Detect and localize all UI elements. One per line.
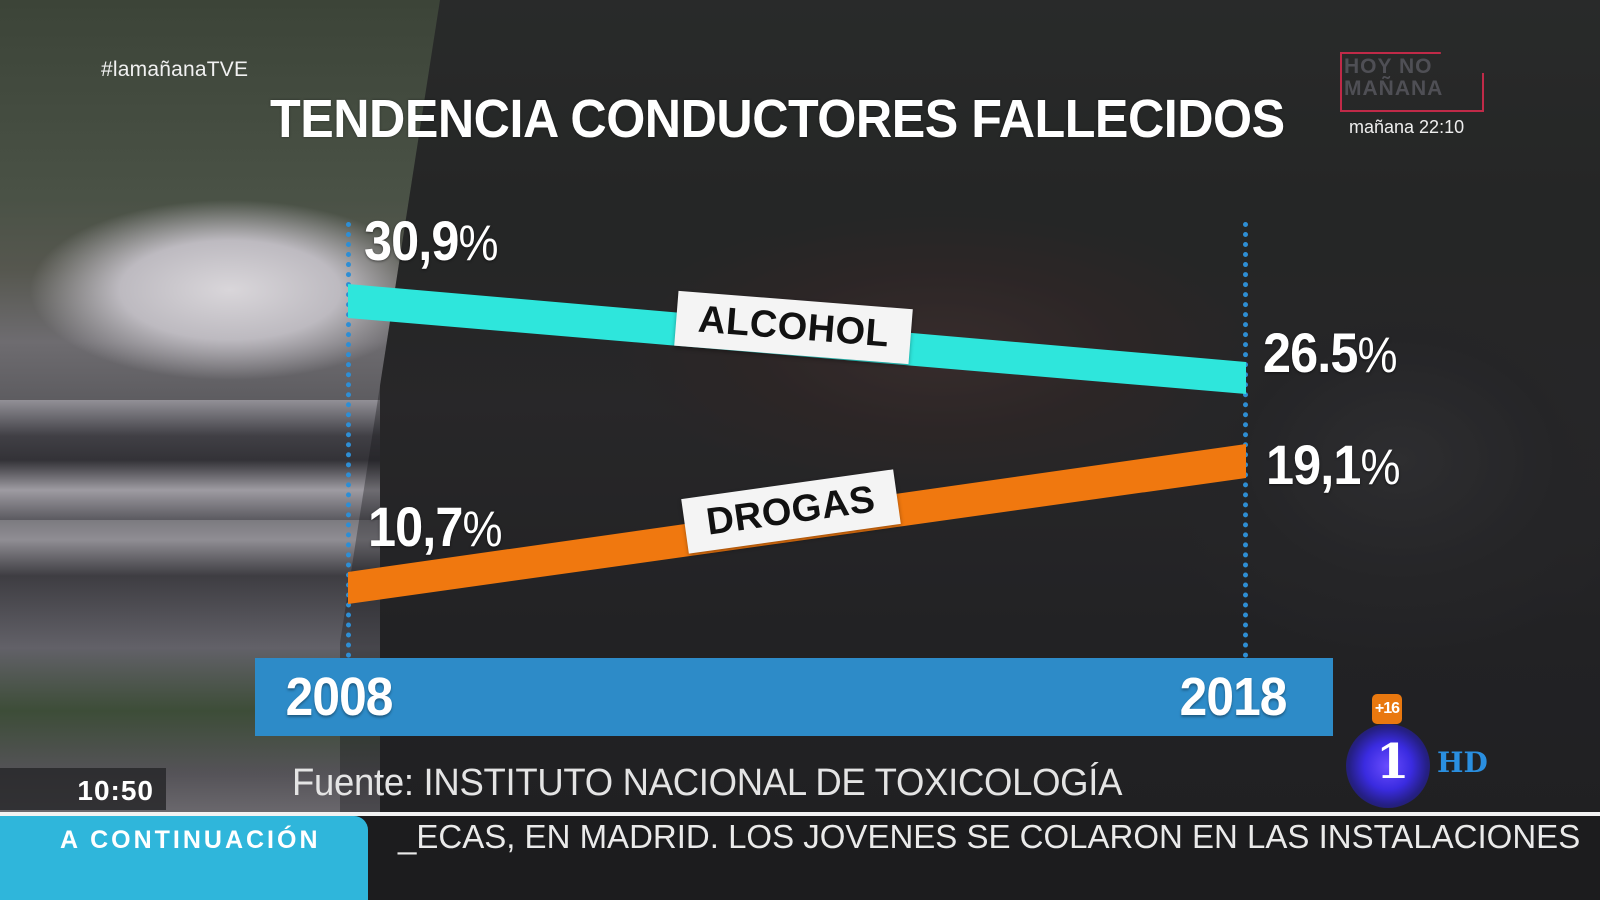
- ticker-tab-label: A CONTINUACIÓN: [60, 826, 321, 854]
- x-tick-start: 2008: [285, 667, 394, 727]
- promo-logo: HOY NO MAÑANA: [1340, 52, 1484, 114]
- program-hashtag: #lamañanaTVE: [101, 58, 249, 81]
- hd-badge: HD: [1437, 746, 1488, 779]
- x-tick-end: 2018: [1179, 667, 1288, 727]
- alcohol-start-value: 30,9%: [364, 208, 499, 273]
- x-axis-bar: 2008 2018: [255, 658, 1333, 736]
- ticker-tab: A CONTINUACIÓN: [0, 816, 368, 900]
- promo-title-line1: HOY NO: [1344, 55, 1433, 78]
- drogas-end-value: 19,1%: [1266, 432, 1401, 497]
- ticker-text: _ECAS, EN MADRID. LOS JOVENES SE COLARON…: [398, 818, 1581, 855]
- value-number: 19,1: [1266, 433, 1361, 496]
- promo-schedule: mañana 22:10: [1349, 117, 1465, 137]
- percent-sign: %: [1360, 439, 1401, 495]
- age-rating-badge: +16: [1372, 694, 1402, 724]
- percent-sign: %: [458, 215, 499, 271]
- alcohol-end-value: 26.5%: [1263, 320, 1398, 385]
- channel-logo-glow: [1346, 724, 1430, 808]
- channel-number: 1: [1376, 734, 1410, 790]
- promo-title: HOY NO MAÑANA: [1344, 56, 1443, 100]
- promo-frame: [1340, 52, 1484, 112]
- promo-title-line2: MAÑANA: [1344, 77, 1444, 100]
- drogas-start-value: 10,7%: [368, 494, 503, 559]
- chart-source: Fuente: INSTITUTO NACIONAL DE TOXICOLOGÍ…: [292, 762, 1123, 804]
- value-number: 10,7: [368, 495, 463, 558]
- percent-sign: %: [462, 501, 503, 557]
- value-number: 26.5: [1263, 321, 1358, 384]
- chart-title: TENDENCIA CONDUCTORES FALLECIDOS: [270, 89, 1285, 149]
- start-year-guide: [346, 222, 351, 658]
- percent-sign: %: [1357, 327, 1398, 383]
- broadcast-clock: 10:50: [0, 768, 166, 810]
- ticker-divider: [0, 812, 1600, 816]
- value-number: 30,9: [364, 209, 459, 272]
- car-bumper-shape: [0, 400, 440, 520]
- end-year-guide: [1243, 222, 1248, 658]
